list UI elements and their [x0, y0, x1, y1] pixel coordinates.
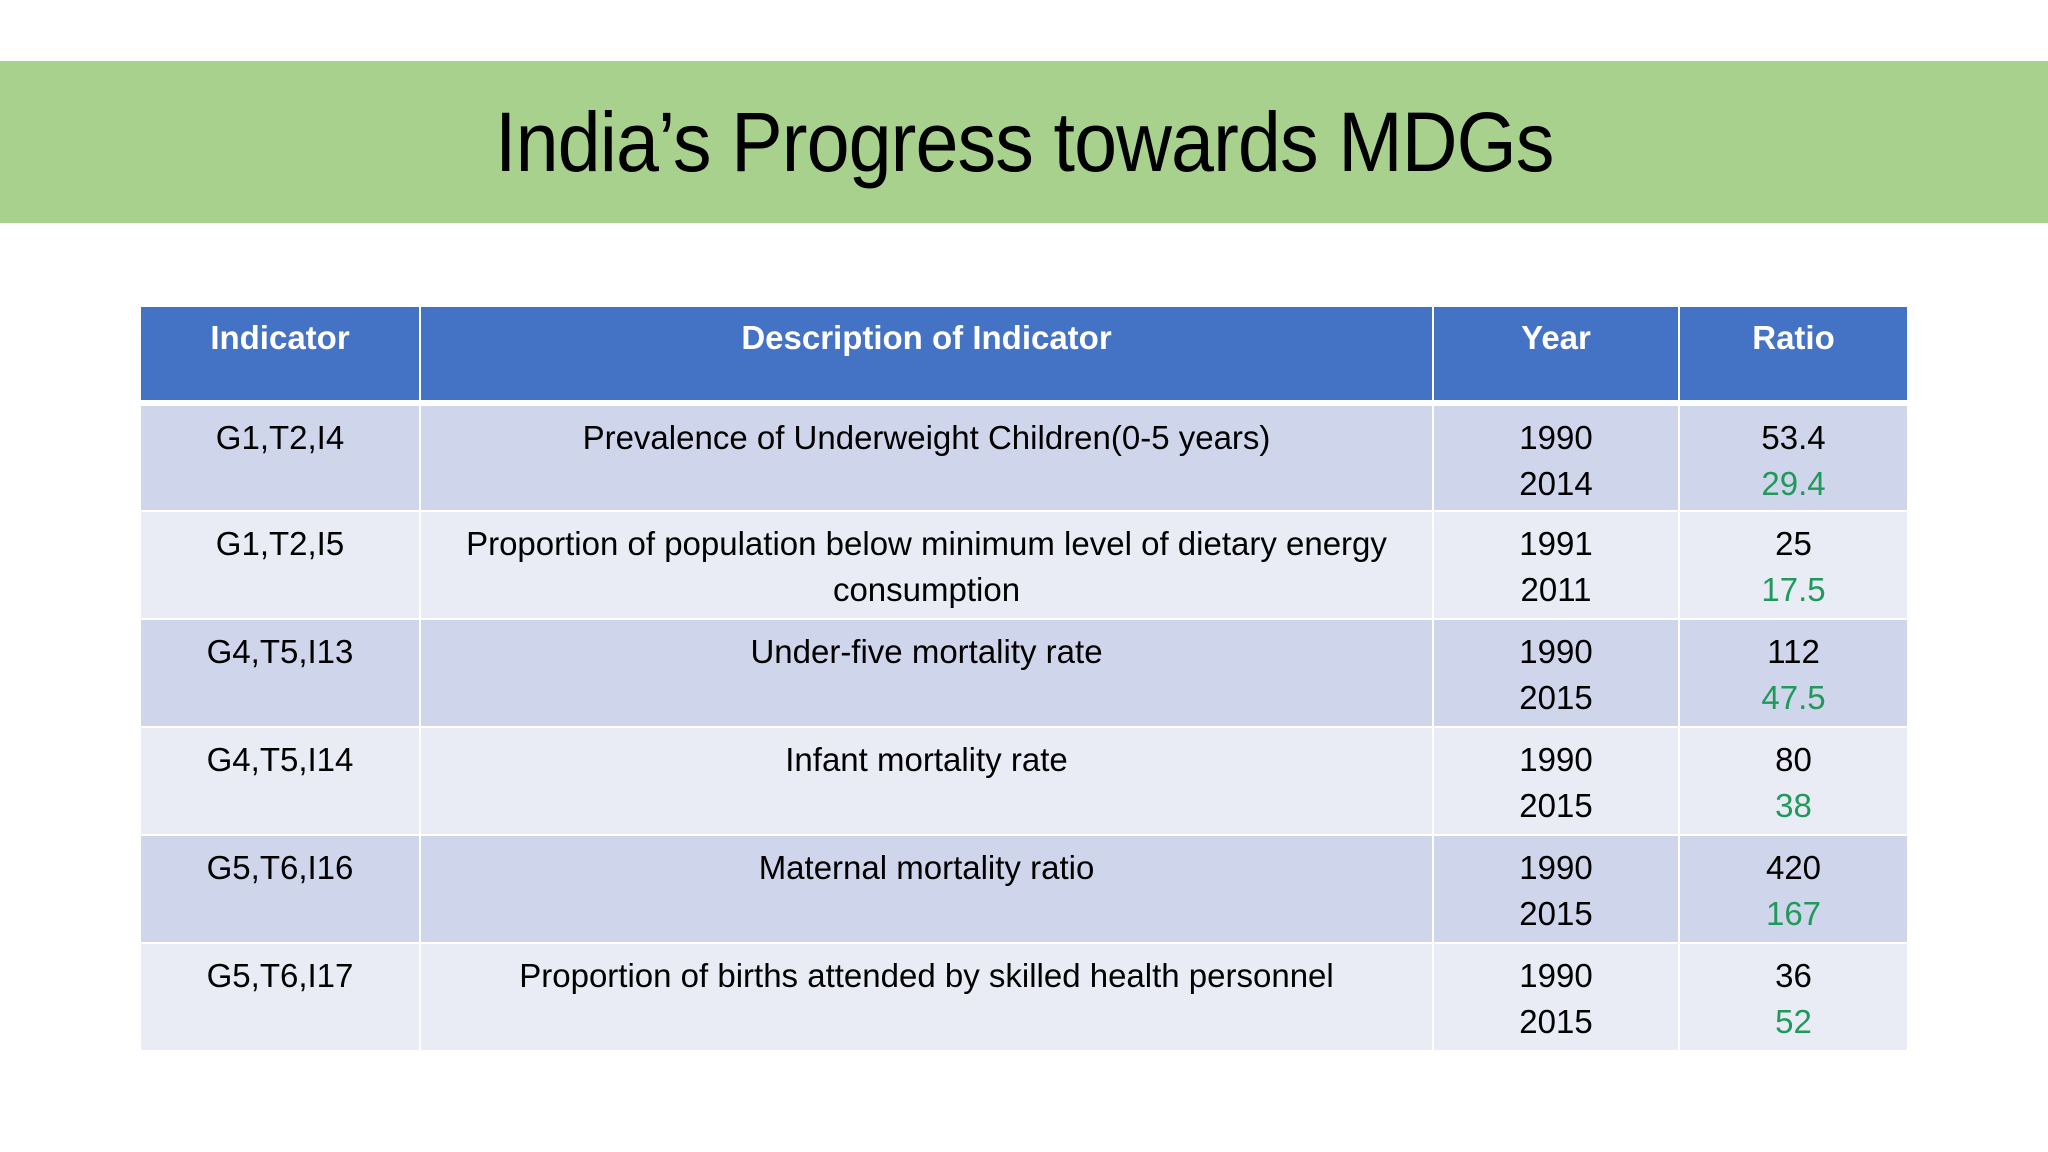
year-start: 1990 [1519, 849, 1593, 886]
ratio-cell: 53.4 29.4 [1679, 403, 1907, 512]
ratio-cell: 36 52 [1679, 943, 1907, 1052]
year-end: 2015 [1519, 895, 1593, 932]
header-description: Description of Indicator [420, 307, 1434, 406]
indicator-cell: G4,T5,I13 [141, 619, 421, 728]
table-row: G5,T6,I16 Maternal mortality ratio 1990 … [141, 835, 1907, 944]
indicator-cell: G5,T6,I17 [141, 943, 421, 1052]
year-start: 1990 [1519, 419, 1593, 456]
header-indicator: Indicator [141, 307, 421, 406]
ratio-start: 420 [1765, 849, 1822, 886]
year-end: 2011 [1520, 571, 1592, 608]
table-row: G4,T5,I13 Under-five mortality rate 1990… [141, 619, 1907, 728]
ratio-cell: 420 167 [1679, 835, 1907, 944]
year-cell: 1990 2015 [1433, 943, 1680, 1052]
header-year: Year [1433, 307, 1680, 406]
ratio-start: 80 [1775, 741, 1812, 778]
header-ratio: Ratio [1679, 307, 1907, 406]
slide-title: India’s Progress towards MDGs [494, 94, 1554, 189]
description-cell: Under-five mortality rate [420, 619, 1434, 728]
ratio-start: 112 [1767, 633, 1820, 670]
indicator-cell: G1,T2,I5 [141, 511, 421, 620]
year-cell: 1990 2015 [1433, 727, 1680, 836]
ratio-end: 167 [1765, 895, 1822, 932]
table-header-row: Indicator Description of Indicator Year … [141, 307, 1907, 406]
description-cell: Infant mortality rate [420, 727, 1434, 836]
description-cell: Proportion of population below minimum l… [420, 511, 1434, 620]
description-cell: Maternal mortality ratio [420, 835, 1434, 944]
year-start: 1990 [1519, 741, 1593, 778]
ratio-end: 29.4 [1761, 465, 1826, 502]
indicator-cell: G1,T2,I4 [141, 403, 421, 512]
year-cell: 1990 2014 [1433, 403, 1680, 512]
table-row: G5,T6,I17 Proportion of births attended … [141, 943, 1907, 1052]
year-end: 2014 [1519, 465, 1593, 502]
ratio-end: 47.5 [1761, 679, 1826, 716]
ratio-start: 25 [1775, 525, 1812, 562]
indicator-cell: G5,T6,I16 [141, 835, 421, 944]
year-start: 1990 [1519, 633, 1593, 670]
ratio-cell: 112 47.5 [1679, 619, 1907, 728]
table-row: G1,T2,I4 Prevalence of Underweight Child… [141, 403, 1907, 512]
year-cell: 1990 2015 [1433, 835, 1680, 944]
year-cell: 1991 2011 [1433, 511, 1680, 620]
ratio-start: 36 [1775, 957, 1812, 994]
year-end: 2015 [1519, 787, 1593, 824]
year-start: 1990 [1519, 957, 1593, 994]
ratio-cell: 25 17.5 [1679, 511, 1907, 620]
description-cell: Proportion of births attended by skilled… [420, 943, 1434, 1052]
mdg-table: Indicator Description of Indicator Year … [141, 307, 1907, 1052]
ratio-end: 17.5 [1761, 571, 1826, 608]
table-row: G4,T5,I14 Infant mortality rate 1990 201… [141, 727, 1907, 836]
ratio-cell: 80 38 [1679, 727, 1907, 836]
year-cell: 1990 2015 [1433, 619, 1680, 728]
title-band: India’s Progress towards MDGs [0, 61, 2048, 223]
year-end: 2015 [1519, 679, 1593, 716]
year-end: 2015 [1519, 1003, 1593, 1040]
indicator-cell: G4,T5,I14 [141, 727, 421, 836]
ratio-end: 38 [1775, 787, 1812, 824]
ratio-start: 53.4 [1761, 419, 1826, 456]
table-row: G1,T2,I5 Proportion of population below … [141, 511, 1907, 620]
ratio-end: 52 [1775, 1003, 1812, 1040]
year-start: 1991 [1519, 525, 1593, 562]
description-cell: Prevalence of Underweight Children(0-5 y… [420, 403, 1434, 512]
